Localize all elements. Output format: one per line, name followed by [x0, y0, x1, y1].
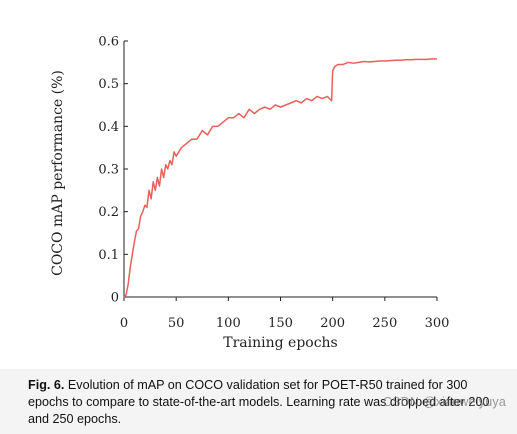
x-axis-title: Training epochs	[223, 335, 338, 351]
y-tick-label: 0	[111, 291, 119, 306]
x-tick-label: 150	[268, 316, 293, 331]
y-tick-label: 0.6	[98, 35, 119, 50]
y-tick-label: 0.4	[98, 120, 119, 135]
caption-background	[0, 369, 517, 434]
y-axis-title: COCO mAP performance (%)	[50, 70, 66, 276]
x-tick-label: 100	[216, 316, 241, 331]
y-tick-label: 0.2	[98, 205, 119, 220]
x-tick-label: 200	[320, 316, 345, 331]
caption-body: Evolution of mAP on COCO validation set …	[28, 378, 490, 426]
chart-axes	[123, 41, 437, 298]
chart: 0 50 100 150 200 250 300 0 0.1 0.2 0.3 0.4 0.5 0.6 Tr…	[50, 35, 449, 352]
figure-caption: Fig. 6. Evolution of mAP on COCO validat…	[28, 377, 506, 428]
chart-tick-labels: 0 50 100 150 200 250 300 0 0.1 0.2 0.3 0.4 0.5 0.6	[98, 35, 449, 332]
y-tick-label: 0.5	[98, 77, 119, 92]
series-line	[123, 58, 437, 298]
chart-ticks	[123, 40, 438, 301]
x-tick-label: 50	[168, 316, 185, 331]
caption-label: Fig. 6.	[28, 378, 65, 392]
watermark: CSDN @xiaoweiyuya	[382, 395, 506, 409]
y-tick-label: 0.3	[98, 163, 119, 178]
x-tick-label: 300	[425, 316, 450, 331]
y-tick-label: 0.1	[98, 248, 119, 263]
x-tick-label: 0	[120, 316, 128, 331]
x-tick-label: 250	[372, 316, 397, 331]
